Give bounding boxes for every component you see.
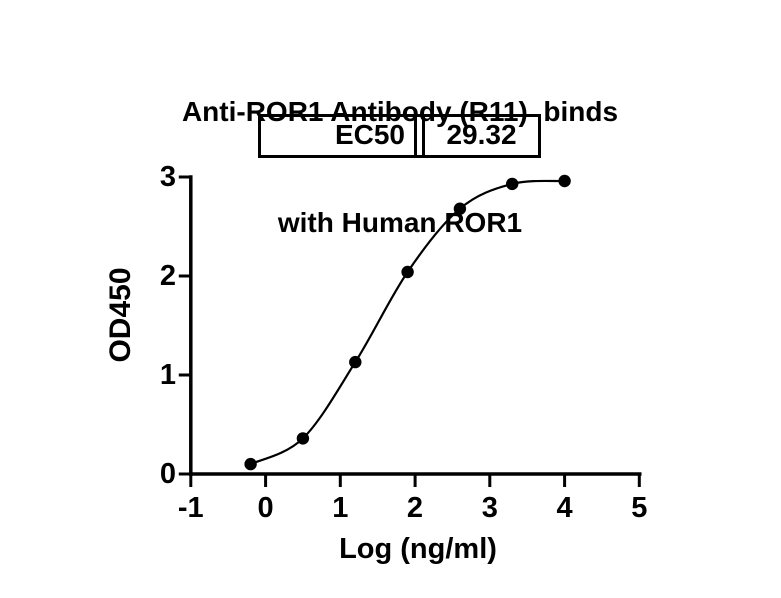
data-point	[296, 432, 310, 445]
data-point	[506, 177, 519, 191]
chart-title: Anti-ROR1 Antibody (R11) binds with Huma…	[20, 19, 780, 315]
x-tick-label: 1	[332, 492, 349, 524]
data-point	[244, 457, 257, 471]
fit-curve	[250, 179, 565, 466]
data-point	[401, 265, 414, 279]
y-tick-label: 1	[159, 359, 176, 391]
x-tick-label: 0	[257, 492, 274, 524]
x-axis-title: Log (ng/ml)	[339, 533, 497, 565]
ec50-table: EC50 29.32	[258, 114, 541, 158]
x-tick-label: 2	[406, 492, 424, 524]
y-tick-label: 3	[159, 161, 176, 193]
y-tick-label: 2	[159, 260, 176, 292]
x-tick-label: 5	[631, 492, 648, 524]
data-point	[453, 202, 467, 215]
data-point	[558, 174, 571, 188]
ec50-label-cell: EC50	[261, 117, 417, 155]
x-tick-label: -1	[177, 492, 204, 524]
data-point	[349, 355, 362, 369]
x-tick-label: 3	[481, 492, 498, 524]
ec50-value-cell: 29.32	[422, 117, 538, 155]
y-tick-label: 0	[159, 458, 176, 490]
x-tick-label: 4	[556, 492, 573, 524]
chart-title-line1: Anti-ROR1 Antibody (R11) binds	[181, 96, 619, 127]
